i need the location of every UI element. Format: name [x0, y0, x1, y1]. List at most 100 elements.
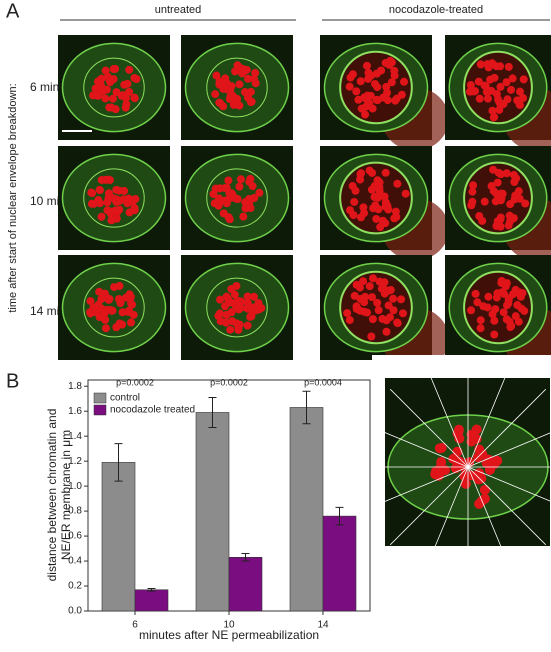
chromatin: [483, 303, 492, 312]
chromatin: [109, 65, 118, 74]
chromatin: [209, 190, 218, 199]
chromatin: [86, 297, 95, 306]
error-bar: [241, 553, 250, 562]
chromatin: [521, 199, 530, 208]
chromatin: [372, 95, 381, 104]
chromatin: [520, 306, 529, 315]
chromatin: [494, 220, 503, 229]
chromatin: [95, 199, 104, 208]
chromatin: [514, 187, 523, 196]
chromatin: [115, 196, 124, 205]
chromatin: [473, 298, 482, 307]
chromatin: [236, 175, 245, 184]
chromatin: [369, 274, 378, 283]
chromatin: [94, 88, 103, 97]
chromatin: [112, 185, 121, 194]
chromatin: [511, 285, 520, 294]
chromatin: [375, 186, 384, 195]
legend-label: nocodazole treated: [110, 405, 195, 416]
chromatin: [487, 182, 496, 191]
chromatin: [393, 179, 402, 188]
chromatin: [505, 317, 514, 326]
y-tick-label: 1.2: [68, 456, 82, 467]
chromatin: [477, 449, 488, 460]
chromatin: [389, 306, 398, 315]
chromatin: [468, 187, 477, 196]
nucleus-rim: [206, 57, 268, 118]
chromatin: [361, 110, 370, 119]
chromatin: [92, 308, 101, 317]
chromatin: [255, 188, 264, 197]
chromatin: [382, 88, 391, 97]
chromatin: [368, 168, 377, 177]
row-label: 14 min: [30, 304, 66, 318]
chromatin: [471, 433, 482, 444]
chromatin: [128, 197, 137, 206]
annotation: p=0.0004: [304, 377, 342, 387]
chromatin: [89, 199, 98, 208]
chromatin: [97, 74, 106, 83]
chromatin: [380, 192, 389, 201]
chromatin: [515, 87, 524, 96]
chromatin: [222, 199, 231, 208]
chromatin: [375, 277, 384, 286]
chromatin: [504, 62, 513, 71]
chromatin: [504, 294, 513, 303]
chromatin: [473, 474, 484, 485]
chromatin: [123, 79, 132, 88]
chromatin: [103, 198, 112, 207]
chromatin: [471, 289, 480, 298]
cell: [61, 42, 167, 133]
chromatin: [393, 319, 402, 328]
y-axis-label: distance between chromatin and: [45, 409, 59, 582]
panel-letter: B: [6, 370, 19, 392]
chromatin: [216, 295, 225, 304]
chromatin: [364, 74, 373, 83]
chromatin: [491, 305, 500, 314]
chromatin: [211, 90, 220, 99]
legend-swatch: [93, 392, 107, 404]
chromatin: [475, 94, 484, 103]
y-tick-label: 0.0: [68, 606, 82, 617]
chromatin: [508, 74, 517, 83]
chromatin: [483, 60, 492, 69]
chromatin: [233, 61, 242, 70]
radial-line: [467, 466, 551, 502]
chromatin: [496, 196, 505, 205]
chromatin: [246, 204, 255, 213]
chromatin: [392, 94, 401, 103]
radial-line: [389, 466, 469, 546]
chromatin: [343, 309, 352, 318]
chromatin: [101, 66, 110, 75]
bar: [228, 557, 263, 612]
chromatin: [130, 94, 139, 103]
chromatin: [510, 178, 519, 187]
chromatin: [97, 175, 106, 184]
chromatin: [243, 292, 252, 301]
chromatin: [376, 223, 385, 232]
chromatin: [390, 214, 399, 223]
clip-frame: [372, 355, 551, 378]
chromatin: [124, 292, 133, 301]
chromatin: [237, 297, 246, 306]
chromatin: [434, 443, 445, 454]
chromatin: [390, 71, 399, 80]
chromatin: [361, 102, 370, 111]
chromatin: [483, 94, 492, 103]
y-axis-label: NE/ER membrane in μm: [59, 430, 73, 560]
chromatin: [502, 78, 511, 87]
chromatin: [116, 299, 125, 308]
nucleus-rim: [83, 57, 145, 118]
chromatin: [474, 77, 483, 86]
annotation: p=0.0002: [210, 377, 248, 387]
chromatin: [108, 207, 117, 216]
chromatin: [248, 182, 257, 191]
chromatin: [350, 197, 359, 206]
radial-line: [467, 432, 551, 468]
x-tick-label: 10: [223, 620, 235, 631]
chromatin: [373, 298, 382, 307]
chromatin: [382, 327, 391, 336]
chromatin: [489, 113, 498, 122]
bar: [134, 589, 169, 612]
chromatin: [250, 292, 259, 301]
